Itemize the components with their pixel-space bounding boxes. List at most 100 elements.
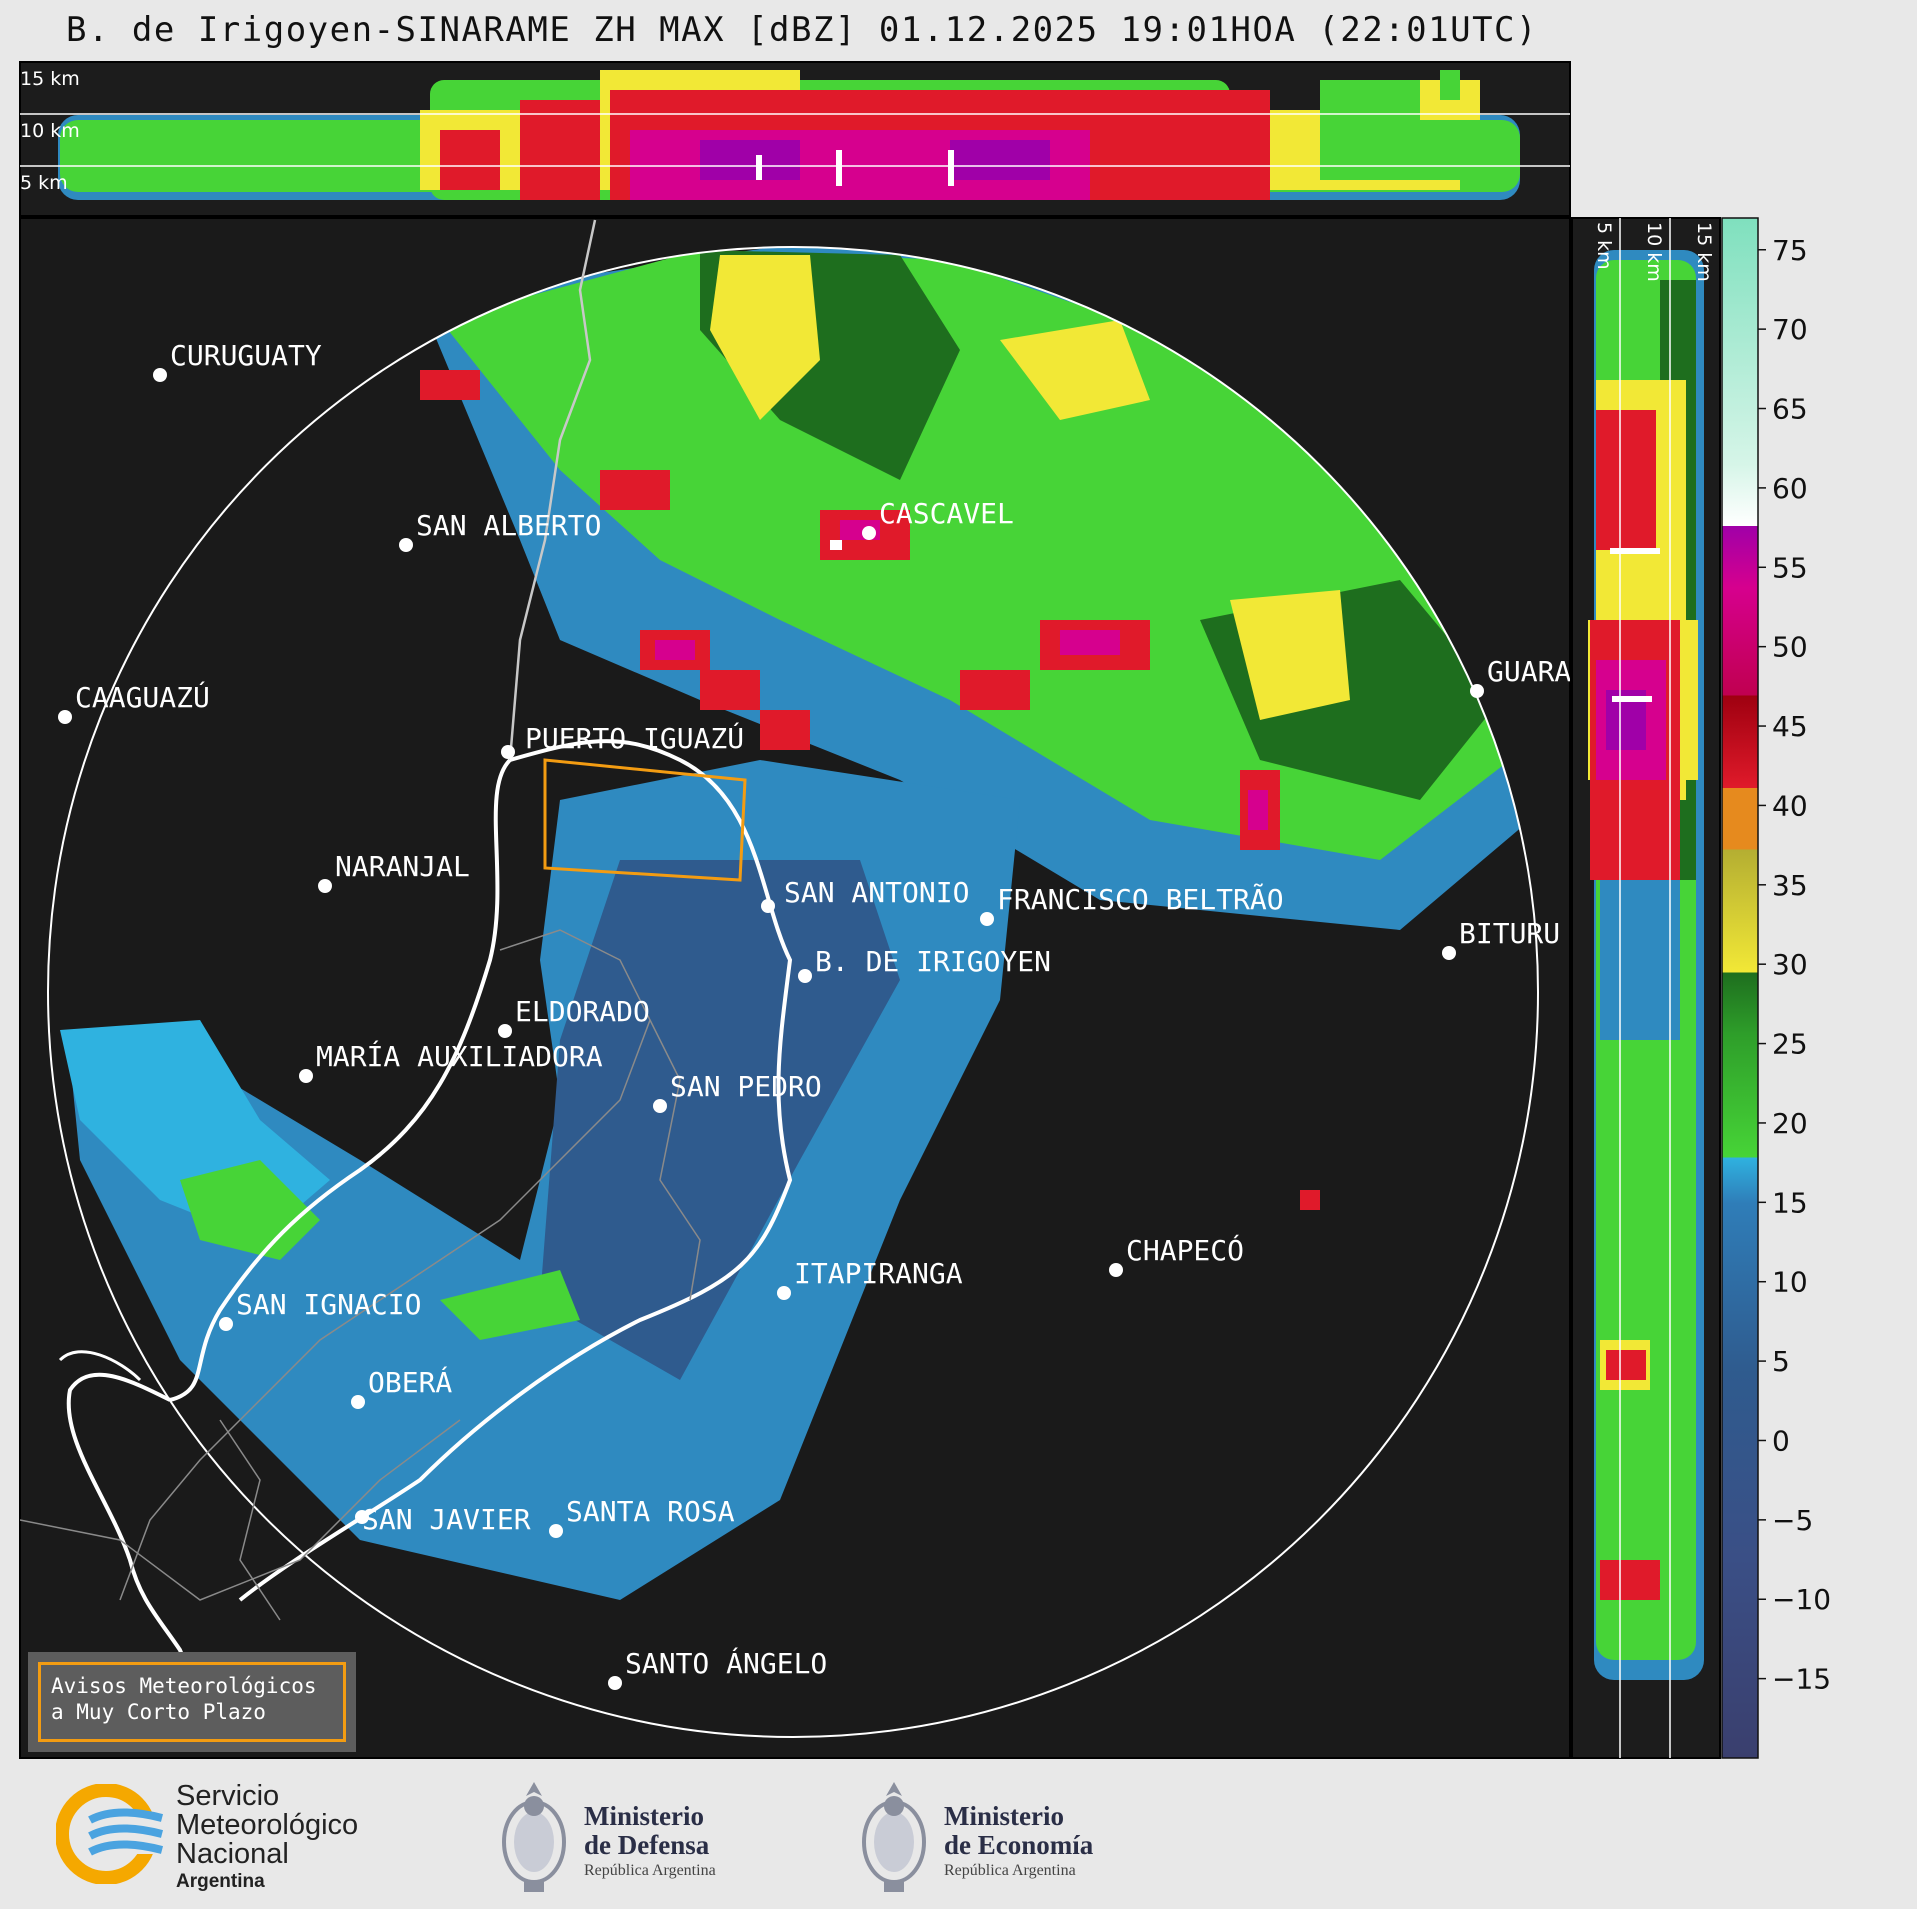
city-marker: SAN IGNACIO [219, 1288, 421, 1331]
city-label: MARÍA AUXILIADORA [316, 1039, 603, 1073]
colorbar-tick-label: 50 [1772, 631, 1808, 664]
defensa-name: Ministerio de Defensa República Argentin… [584, 1802, 716, 1880]
city-label: SAN IGNACIO [236, 1288, 421, 1321]
city-marker: SANTO ÁNGELO [608, 1646, 827, 1690]
colorbar-tick-label: 35 [1772, 869, 1808, 902]
colorbar-tick-label: −10 [1772, 1583, 1831, 1616]
smn-line-2: Meteorológico [176, 1809, 359, 1841]
smn-name: Servicio Meteorológico Nacional Argentin… [176, 1782, 358, 1893]
city-label: CAAGUAZÚ [75, 680, 210, 714]
aviso-line-2: a Muy Corto Plazo [51, 1700, 266, 1724]
colorbar-tick-label: 0 [1772, 1424, 1790, 1457]
city-marker: SAN JAVIER [355, 1503, 531, 1536]
city-marker: GUARA [1470, 655, 1571, 698]
top-alt-15km-label: 15 km [20, 68, 80, 90]
top-alt-5km-label: 5 km [20, 172, 68, 194]
city-label: B. DE IRIGOYEN [815, 945, 1051, 978]
aviso-button[interactable]: Avisos Meteorológicos a Muy Corto Plazo [28, 1652, 356, 1752]
city-dot [318, 879, 332, 893]
colorbar-tick-label: 30 [1772, 948, 1808, 981]
colorbar-tick-label: 60 [1772, 472, 1808, 505]
city-label: PUERTO IGUAZÚ [525, 721, 744, 755]
radar-map: CURUGUATY SAN ALBERTO CASCAVEL CAAGUAZÚ GUAR… [19, 217, 1571, 1759]
city-dot [980, 912, 994, 926]
colorbar-tick-label: 75 [1772, 234, 1808, 267]
city-dot [501, 745, 515, 759]
city-dot [1109, 1263, 1123, 1277]
colorbar-tick-label: 10 [1772, 1266, 1808, 1299]
city-label: ELDORADO [515, 995, 650, 1028]
city-marker: PUERTO IGUAZÚ [501, 721, 744, 759]
economia-line-3: República Argentina [944, 1862, 1076, 1879]
city-dot [58, 710, 72, 724]
city-dot [219, 1317, 233, 1331]
colorbar-tick-label: −5 [1772, 1504, 1813, 1537]
colorbar-tick-label: 20 [1772, 1107, 1808, 1140]
city-label: NARANJAL [335, 850, 470, 883]
aviso-line-1: Avisos Meteorológicos [51, 1674, 317, 1698]
side-alt-10km-label: 10 km [1643, 222, 1665, 282]
map-title: B. de Irigoyen-SINARAME ZH MAX [dBZ] 01.… [66, 10, 1538, 50]
city-label: ITAPIRANGA [794, 1257, 963, 1290]
side-cross-section: 5 km 10 km 15 km [1571, 217, 1721, 1759]
city-marker: B. DE IRIGOYEN [798, 945, 1051, 983]
city-label: CHAPECÓ [1126, 1233, 1244, 1267]
defensa-line-1: Ministerio [584, 1801, 704, 1831]
smn-line-1: Servicio [176, 1780, 280, 1812]
city-label: CURUGUATY [170, 339, 322, 372]
side-alt-15km-label: 15 km [1693, 222, 1715, 282]
city-label: CASCAVEL [879, 497, 1014, 530]
city-label: BITURU [1459, 917, 1560, 950]
city-label: SANTA ROSA [566, 1495, 735, 1528]
city-marker: BITURU [1442, 917, 1560, 960]
city-label: SANTO ÁNGELO [625, 1646, 827, 1680]
radar-range-ring [47, 246, 1539, 1738]
city-marker: OBERÁ [351, 1365, 452, 1409]
side-alt-5km-label: 5 km [1593, 222, 1615, 270]
city-label: OBERÁ [368, 1365, 452, 1399]
smn-logo-icon [55, 1783, 164, 1888]
city-dot [798, 969, 812, 983]
city-marker: SANTA ROSA [549, 1495, 735, 1538]
city-marker: MARÍA AUXILIADORA [299, 1039, 603, 1083]
economia-name: Ministerio de Economía República Argenti… [944, 1802, 1093, 1880]
smn-line-4: Argentina [176, 1871, 265, 1892]
city-dot [399, 538, 413, 552]
colorbar-tick-label: 70 [1772, 313, 1808, 346]
city-dot [153, 368, 167, 382]
city-marker: CAAGUAZÚ [58, 680, 210, 724]
city-markers: CURUGUATY SAN ALBERTO CASCAVEL CAAGUAZÚ GUAR… [58, 339, 1571, 1690]
smn-line-3: Nacional [176, 1838, 289, 1870]
defensa-line-3: República Argentina [584, 1862, 716, 1879]
colorbar-tick-label: 45 [1772, 710, 1808, 743]
city-label: SAN ALBERTO [416, 509, 601, 542]
city-marker: NARANJAL [318, 850, 470, 893]
reflectivity-echoes [60, 247, 1530, 1600]
city-marker: SAN ANTONIO [761, 876, 969, 913]
colorbar-tick-label: 5 [1772, 1345, 1790, 1378]
defensa-line-2: de Defensa [584, 1830, 710, 1860]
colorbar-scale [1721, 217, 1759, 1759]
city-dot [777, 1286, 791, 1300]
city-dot [653, 1099, 667, 1113]
borders [20, 219, 793, 1701]
colorbar-tick-label: −15 [1772, 1663, 1831, 1696]
city-dot [351, 1395, 365, 1409]
city-dot [1470, 684, 1484, 698]
economia-line-1: Ministerio [944, 1801, 1064, 1831]
top-alt-10km-label: 10 km [20, 120, 80, 142]
city-dot [608, 1676, 622, 1690]
city-label: FRANCISCO BELTRÃO [997, 883, 1284, 916]
city-label: GUARA [1487, 655, 1571, 688]
colorbar-tick-label: 55 [1772, 551, 1808, 584]
city-marker: SAN PEDRO [653, 1070, 822, 1113]
city-marker: FRANCISCO BELTRÃO [980, 883, 1284, 926]
colorbar-tick-label: 25 [1772, 1028, 1808, 1061]
city-marker: CHAPECÓ [1109, 1233, 1244, 1277]
city-dot [549, 1524, 563, 1538]
colorbar-tick-label: 65 [1772, 393, 1808, 426]
city-marker: ITAPIRANGA [777, 1257, 963, 1300]
